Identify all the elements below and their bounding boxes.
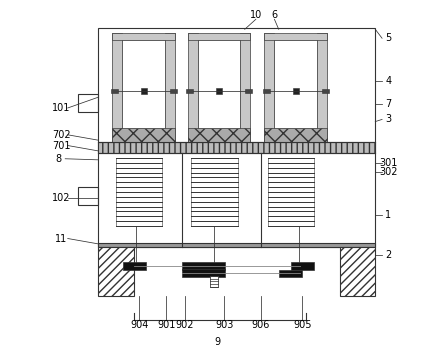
Bar — [78, 187, 98, 205]
Bar — [210, 276, 218, 287]
Bar — [216, 88, 222, 94]
Text: 901: 901 — [157, 320, 175, 330]
Bar — [182, 269, 225, 278]
Bar — [317, 33, 327, 142]
Bar — [187, 129, 250, 142]
Text: 9: 9 — [215, 337, 221, 347]
Bar — [141, 88, 147, 94]
Text: 701: 701 — [52, 140, 70, 150]
Bar — [113, 129, 175, 142]
Bar — [187, 33, 198, 142]
Bar — [98, 243, 375, 247]
Bar — [98, 247, 134, 296]
Bar — [123, 262, 146, 270]
Bar — [98, 142, 375, 153]
Bar — [182, 262, 225, 270]
Bar — [78, 94, 98, 112]
Bar — [274, 40, 317, 129]
Text: 702: 702 — [52, 130, 70, 140]
Text: 3: 3 — [385, 115, 392, 125]
Bar — [263, 89, 270, 93]
Text: 5: 5 — [385, 33, 392, 43]
Bar — [198, 40, 240, 129]
Text: 905: 905 — [293, 320, 311, 330]
Bar — [264, 33, 327, 40]
Bar — [245, 89, 252, 93]
Text: 101: 101 — [52, 103, 70, 113]
Text: 102: 102 — [52, 193, 70, 203]
Bar — [165, 33, 175, 142]
Bar — [279, 270, 302, 277]
Bar — [122, 40, 165, 129]
Bar — [240, 33, 250, 142]
Text: 302: 302 — [379, 167, 398, 177]
Bar — [186, 89, 193, 93]
Text: 906: 906 — [252, 320, 270, 330]
Text: 903: 903 — [215, 320, 233, 330]
Bar — [111, 89, 118, 93]
Bar — [98, 28, 375, 247]
Text: 1: 1 — [385, 210, 392, 220]
Text: 902: 902 — [176, 320, 194, 330]
Text: 10: 10 — [250, 10, 262, 20]
Text: 7: 7 — [385, 99, 392, 109]
Bar — [113, 33, 122, 142]
Bar — [293, 88, 299, 94]
Bar — [339, 247, 375, 296]
Bar — [187, 33, 250, 40]
Bar — [170, 89, 177, 93]
Text: 8: 8 — [56, 154, 62, 164]
Bar — [264, 33, 274, 142]
Text: 2: 2 — [385, 250, 392, 260]
Text: 4: 4 — [385, 76, 392, 86]
Bar — [113, 33, 175, 40]
Text: 904: 904 — [130, 320, 148, 330]
Bar — [264, 129, 327, 142]
Text: 6: 6 — [272, 10, 277, 20]
Text: 301: 301 — [379, 158, 398, 168]
Bar — [291, 262, 315, 270]
Text: 11: 11 — [55, 233, 67, 243]
Bar — [322, 89, 329, 93]
